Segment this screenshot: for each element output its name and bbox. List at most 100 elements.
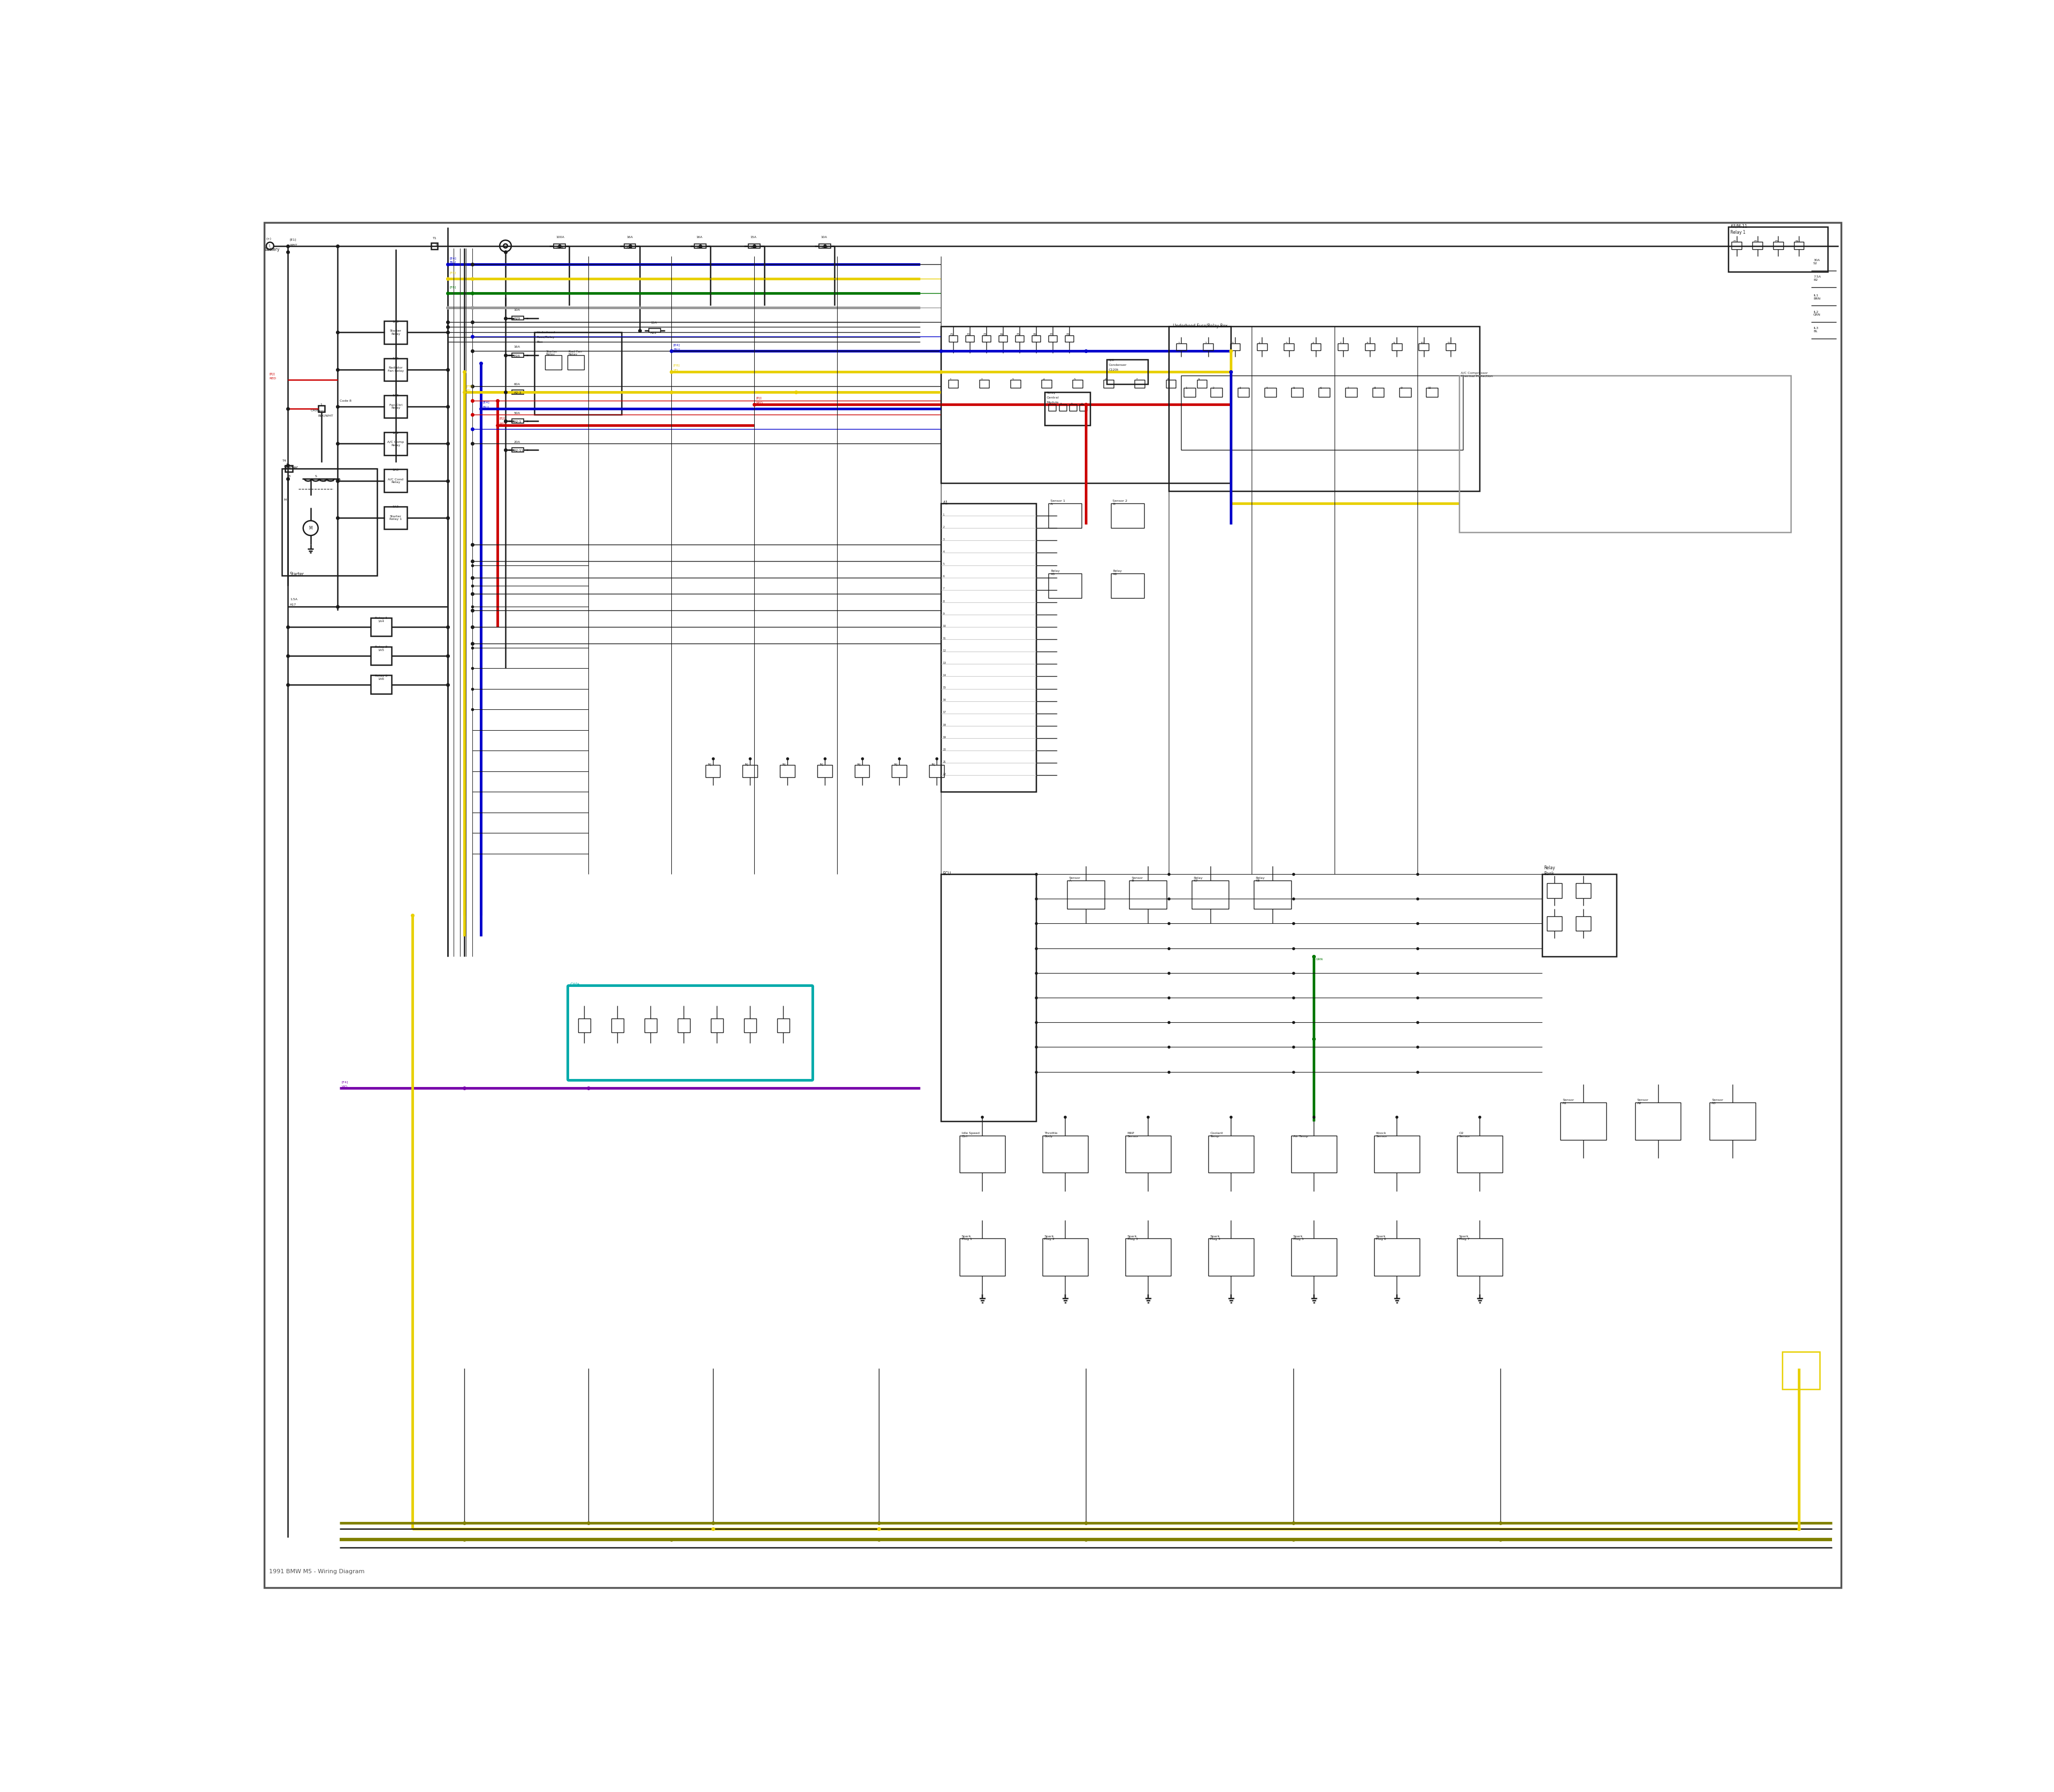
Text: M: M <box>283 498 288 502</box>
Text: 7.5A
B2: 7.5A B2 <box>1814 276 1822 281</box>
Bar <box>318 405 325 412</box>
Bar <box>1292 389 1302 398</box>
Text: Idle Speed
Ctrl: Idle Speed Ctrl <box>961 1133 980 1138</box>
Bar <box>694 244 707 247</box>
Text: 1: 1 <box>286 462 288 466</box>
Text: Relay
K7: Relay K7 <box>1193 876 1204 882</box>
Bar <box>1111 504 1144 529</box>
Text: [E4]: [E4] <box>450 256 456 260</box>
Text: WHT: WHT <box>290 244 298 247</box>
Text: Condenser: Condenser <box>1109 364 1128 366</box>
Bar <box>1041 380 1052 389</box>
Bar <box>1319 389 1331 398</box>
Text: 16A: 16A <box>696 237 702 238</box>
Bar <box>534 333 622 414</box>
Text: [EJ]: [EJ] <box>269 373 275 376</box>
Text: Starter: Starter <box>283 466 298 471</box>
Text: Spark
Plug 3: Spark Plug 3 <box>1128 1235 1138 1240</box>
Bar <box>384 321 407 344</box>
Text: A17: A17 <box>290 604 296 606</box>
Bar <box>1709 1102 1756 1140</box>
Bar <box>384 358 407 382</box>
Bar <box>286 466 292 471</box>
Text: F2: F2 <box>1754 240 1758 242</box>
Text: A29: A29 <box>822 246 828 249</box>
Text: Sensor
A: Sensor A <box>1070 876 1080 882</box>
Bar <box>372 618 392 636</box>
Text: Spark
Plug 7: Spark Plug 7 <box>1458 1235 1469 1240</box>
Text: Coolant
Temp: Coolant Temp <box>1210 1133 1224 1138</box>
Bar <box>1310 344 1321 349</box>
Text: A16: A16 <box>514 355 520 357</box>
Bar <box>941 326 1230 482</box>
Text: Relay: Relay <box>1045 391 1056 394</box>
Bar <box>1080 405 1087 410</box>
Text: Starter
Relay: Starter Relay <box>546 349 557 357</box>
Text: Rad Fan
Relay: Rad Fan Relay <box>569 349 581 357</box>
Bar <box>1372 389 1384 398</box>
Text: A1-6: A1-6 <box>557 247 563 249</box>
Bar <box>1167 380 1175 389</box>
Bar <box>1130 880 1167 909</box>
Bar <box>1070 405 1076 410</box>
Text: 1A3: 1A3 <box>392 468 398 471</box>
Text: [F8]: [F8] <box>674 364 680 367</box>
Text: Throttle
Body: Throttle Body <box>1043 1133 1058 1138</box>
Bar <box>1575 883 1590 898</box>
Text: Relay
K5: Relay K5 <box>1050 570 1060 575</box>
Text: RED: RED <box>756 401 764 405</box>
Text: F8: F8 <box>1066 333 1070 337</box>
Bar <box>1031 335 1039 342</box>
Text: ECU: ECU <box>943 871 951 876</box>
Text: Relay 2
1A5: Relay 2 1A5 <box>376 645 388 652</box>
Text: Radiator
Fan Relay: Radiator Fan Relay <box>388 367 405 373</box>
Bar <box>511 353 524 357</box>
Text: A/C Comp
Relay: A/C Comp Relay <box>388 441 405 446</box>
Text: T1: T1 <box>433 237 438 240</box>
Bar <box>1364 344 1374 349</box>
Text: Spark
Plug 4: Spark Plug 4 <box>1210 1235 1220 1240</box>
Text: Relay
K6: Relay K6 <box>1113 570 1121 575</box>
Text: 16: 16 <box>943 699 947 701</box>
Text: 18: 18 <box>943 724 947 726</box>
Text: INJ: INJ <box>933 763 935 767</box>
Text: A/C Cond
Relay: A/C Cond Relay <box>388 478 403 484</box>
Bar <box>1732 242 1742 249</box>
Text: 14: 14 <box>943 674 947 677</box>
Text: 15A: 15A <box>750 237 756 238</box>
Text: Code 8: Code 8 <box>339 400 351 403</box>
Text: INJ: INJ <box>857 763 861 767</box>
Text: BLU: BLU <box>483 407 489 409</box>
Text: RED: RED <box>499 423 505 425</box>
Text: 1: 1 <box>435 244 438 247</box>
Text: Relay 1
1A4: Relay 1 1A4 <box>376 616 388 622</box>
Bar <box>1048 504 1082 529</box>
Text: Central: Central <box>1045 396 1058 400</box>
Text: Starter
Relay: Starter Relay <box>390 330 401 335</box>
Text: F3: F3 <box>984 333 986 337</box>
Bar <box>980 380 990 389</box>
Bar <box>1393 344 1401 349</box>
Bar <box>1210 389 1222 398</box>
Bar <box>1561 1102 1606 1140</box>
Bar <box>781 765 795 778</box>
Text: Relay 3
1A6: Relay 3 1A6 <box>376 674 388 681</box>
Text: A2-11: A2-11 <box>514 450 524 452</box>
Bar <box>431 242 438 249</box>
Text: S: S <box>314 475 316 478</box>
Text: [EJ]: [EJ] <box>756 396 762 400</box>
Text: 100A: 100A <box>557 237 565 238</box>
Text: 1A9: 1A9 <box>392 357 398 360</box>
Bar <box>384 432 407 455</box>
Text: Battery: Battery <box>265 247 279 251</box>
Text: 1991 BMW M5 - Wiring Diagram: 1991 BMW M5 - Wiring Diagram <box>269 1570 366 1575</box>
Bar <box>1456 1136 1501 1172</box>
Bar <box>941 874 1035 1122</box>
Bar <box>854 765 869 778</box>
Bar <box>820 244 830 247</box>
Text: INJ: INJ <box>820 763 824 767</box>
Bar <box>1239 389 1249 398</box>
Text: Fan Ctrl
Relay: Fan Ctrl Relay <box>388 403 403 409</box>
Text: VIO: VIO <box>341 1086 347 1088</box>
Text: [F8]: [F8] <box>450 285 456 289</box>
